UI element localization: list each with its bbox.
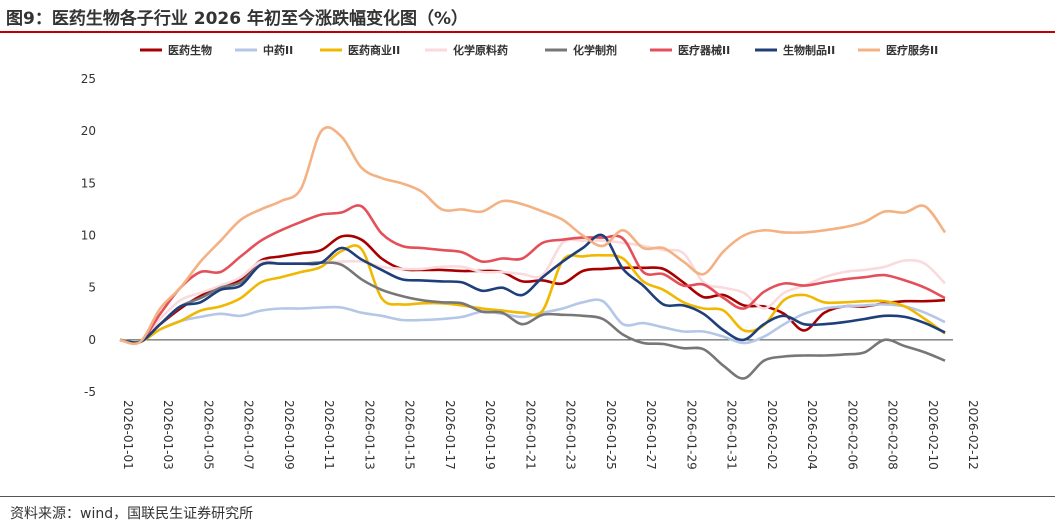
x-tick-label: 2026-01-21 [523,400,537,470]
legend-label: 生物制品II [783,43,835,57]
x-tick-label: 2026-02-02 [765,400,779,470]
x-axis: 2026-01-01 2026-01-03 2026-01-05 2026-01-07… [121,400,980,470]
source-note: 资料来源：wind，国联民生证券研究所 [10,506,254,522]
x-tick-label: 2026-01-23 [564,400,578,470]
y-tick-label: 25 [81,72,96,86]
series-line-6 [119,233,946,345]
y-tick-label: 10 [81,229,96,243]
x-tick-label: 2026-01-05 [201,400,215,470]
legend-label: 医药商业II [348,43,400,57]
y-tick-label: 15 [81,176,96,190]
x-tick-label: 2026-01-31 [725,400,739,470]
x-tick-label: 2026-02-06 [845,400,859,470]
x-tick-label: 2026-01-09 [282,400,296,470]
y-tick-label: 20 [81,124,96,138]
x-tick-label: 2026-02-04 [805,400,819,470]
line-chart: 医药生物 中药II 医药商业II 化学原料药 化学制剂 医疗器械II 生物制品II 医疗服务I… [81,43,980,470]
x-tick-label: 2026-01-19 [483,400,497,470]
x-tick-label: 2026-02-10 [926,400,940,470]
footer-rule [0,496,1055,497]
legend-label: 化学制剂 [573,43,617,57]
x-tick-label: 2026-01-29 [684,400,698,470]
x-tick-label: 2026-01-27 [644,400,658,470]
series-lines [119,126,947,380]
legend-label: 医疗服务II [886,43,938,57]
y-tick-label: -5 [84,385,96,399]
y-tick-label: 0 [88,333,96,347]
x-tick-label: 2026-02-08 [886,400,900,470]
title-rule [0,31,1055,33]
legend-label: 化学原料药 [453,43,508,57]
x-tick-label: 2026-01-17 [443,400,457,470]
x-tick-label: 2026-01-13 [362,400,376,470]
y-axis: 25 20 15 10 5 0 -5 [81,72,953,399]
series-line-2 [119,244,946,344]
legend-label: 中药II [263,43,293,57]
legend-label: 医药生物 [168,43,212,57]
x-tick-label: 2026-01-07 [242,400,256,470]
x-tick-label: 2026-01-11 [322,400,336,470]
series-line-5 [119,204,946,345]
y-tick-label: 5 [88,281,96,295]
x-tick-label: 2026-01-03 [161,400,175,470]
x-tick-label: 2026-01-15 [403,400,417,470]
page-title: 图9：医药生物各子行业 2026 年初至今涨跌幅变化图（%） [6,9,469,29]
x-tick-label: 2026-02-12 [966,400,980,470]
x-tick-label: 2026-01-25 [604,400,618,470]
chart-legend: 医药生物 中药II 医药商业II 化学原料药 化学制剂 医疗器械II 生物制品II 医疗服务I… [140,43,938,57]
legend-label: 医疗器械II [678,43,730,57]
x-tick-label: 2026-01-01 [121,400,135,470]
series-line-7 [119,126,947,346]
